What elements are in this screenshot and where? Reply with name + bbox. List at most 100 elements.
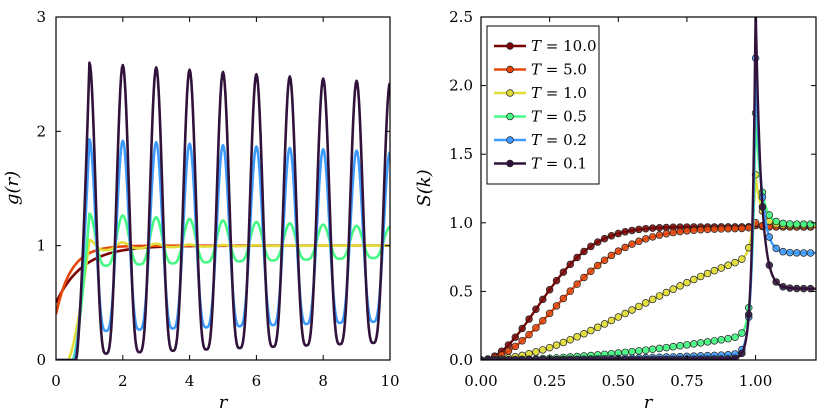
legend-item-t-0-5: T = 0.5 bbox=[494, 108, 587, 126]
sk-point bbox=[731, 354, 739, 360]
sk-y-tick-label: 2.0 bbox=[449, 77, 473, 95]
sk-point bbox=[786, 220, 794, 228]
sk-point bbox=[593, 323, 602, 332]
sk-point bbox=[607, 251, 616, 260]
gr-y-tick-label: 3 bbox=[36, 8, 46, 26]
sk-point bbox=[690, 226, 698, 235]
sk-point bbox=[676, 355, 684, 360]
gr-x-tick-label: 4 bbox=[185, 372, 195, 390]
sk-point bbox=[690, 340, 698, 348]
sk-point bbox=[738, 224, 746, 233]
sk-point bbox=[628, 226, 636, 235]
sk-point bbox=[580, 329, 588, 338]
gr-line-t-0-1 bbox=[56, 61, 390, 360]
sk-x-tick-label: 0.75 bbox=[670, 372, 703, 390]
sk-point bbox=[717, 336, 726, 344]
sk-point bbox=[621, 228, 629, 236]
gr-x-ticks: 0 2 4 6 8 10 bbox=[51, 17, 400, 390]
gr-x-tick-label: 0 bbox=[51, 372, 61, 390]
sk-x-tick-label: 0.50 bbox=[602, 372, 635, 390]
sk-point bbox=[641, 299, 650, 307]
sk-point bbox=[484, 356, 492, 360]
gr-line-t-5-0 bbox=[56, 244, 390, 315]
sk-point bbox=[655, 344, 664, 353]
sk-point bbox=[717, 355, 726, 360]
sk-point bbox=[710, 266, 719, 275]
sk-point bbox=[621, 309, 629, 318]
sk-point bbox=[648, 224, 657, 232]
legend-label: T = 0.5 bbox=[531, 108, 587, 126]
sk-point bbox=[545, 343, 554, 352]
sk-y-axis-label: S(k) bbox=[414, 169, 435, 206]
sk-point bbox=[614, 247, 623, 255]
sk-point bbox=[635, 237, 643, 246]
gr-y-tick-label: 0 bbox=[36, 351, 46, 369]
sk-point bbox=[566, 287, 574, 295]
sk-point bbox=[573, 253, 581, 262]
sk-point bbox=[545, 309, 554, 318]
sk-point bbox=[772, 244, 780, 253]
sk-point bbox=[703, 338, 712, 346]
sk-point bbox=[628, 347, 636, 356]
legend-swatch-marker bbox=[506, 136, 514, 144]
sk-point bbox=[607, 316, 616, 325]
sk-point bbox=[799, 220, 808, 228]
sk-series-group bbox=[481, 0, 816, 360]
legend-label: T = 0.1 bbox=[531, 155, 587, 173]
legend-swatch-marker bbox=[506, 112, 514, 121]
sk-point bbox=[662, 343, 671, 352]
gr-x-tick-label: 6 bbox=[252, 372, 262, 390]
gr-y-tick-label: 2 bbox=[36, 122, 46, 140]
sk-point bbox=[779, 219, 787, 228]
sk-point bbox=[779, 247, 787, 256]
sk-point bbox=[738, 255, 746, 263]
sk-point bbox=[690, 275, 698, 284]
sk-point bbox=[765, 211, 774, 219]
legend-label: T = 5.0 bbox=[531, 61, 587, 79]
gr-line-t-10-0 bbox=[56, 244, 390, 304]
sk-point bbox=[580, 247, 588, 256]
sk-point bbox=[552, 341, 561, 349]
sk-point bbox=[765, 233, 774, 241]
legend-swatch-marker bbox=[506, 159, 514, 168]
sk-point bbox=[799, 249, 808, 257]
legend-swatch-marker bbox=[506, 65, 514, 74]
sk-point bbox=[683, 227, 691, 235]
gr-series-group bbox=[56, 61, 390, 360]
sk-point bbox=[559, 338, 568, 347]
sk-y-tick-label: 1.0 bbox=[449, 214, 473, 232]
sk-point bbox=[703, 355, 712, 360]
sk-point bbox=[724, 355, 732, 360]
sk-point bbox=[799, 284, 808, 293]
sk-point bbox=[793, 249, 801, 257]
sk-point bbox=[641, 346, 650, 354]
sk-point bbox=[690, 355, 698, 360]
sk-point bbox=[511, 333, 520, 342]
sk-point bbox=[793, 220, 801, 228]
sk-point bbox=[669, 342, 677, 351]
sk-point bbox=[614, 313, 623, 321]
sk-y-tick-label: 0.5 bbox=[449, 282, 473, 300]
sk-point bbox=[511, 342, 520, 351]
sk-point bbox=[539, 346, 547, 354]
sk-point bbox=[587, 267, 595, 276]
sk-point bbox=[806, 220, 815, 228]
sk-y-ticks: 0.0 0.5 1.0 1.5 2.0 2.5 bbox=[449, 8, 816, 369]
sk-point bbox=[744, 310, 753, 319]
sk-point bbox=[752, 0, 759, 7]
sk-point bbox=[772, 278, 780, 286]
sk-point bbox=[490, 356, 499, 360]
gr-x-tick-label: 2 bbox=[118, 372, 128, 390]
sk-point bbox=[669, 285, 677, 293]
sk-point bbox=[806, 249, 815, 257]
sk-point bbox=[696, 272, 705, 281]
sk-point bbox=[676, 282, 684, 290]
sk-point bbox=[724, 224, 732, 233]
sk-point bbox=[710, 355, 719, 360]
sk-point bbox=[758, 203, 767, 211]
sk-point bbox=[786, 248, 794, 257]
sk-point bbox=[566, 260, 574, 269]
legend-swatch-marker bbox=[506, 42, 514, 50]
legend-item-t-0-2: T = 0.2 bbox=[494, 131, 587, 149]
sk-point bbox=[566, 335, 574, 344]
